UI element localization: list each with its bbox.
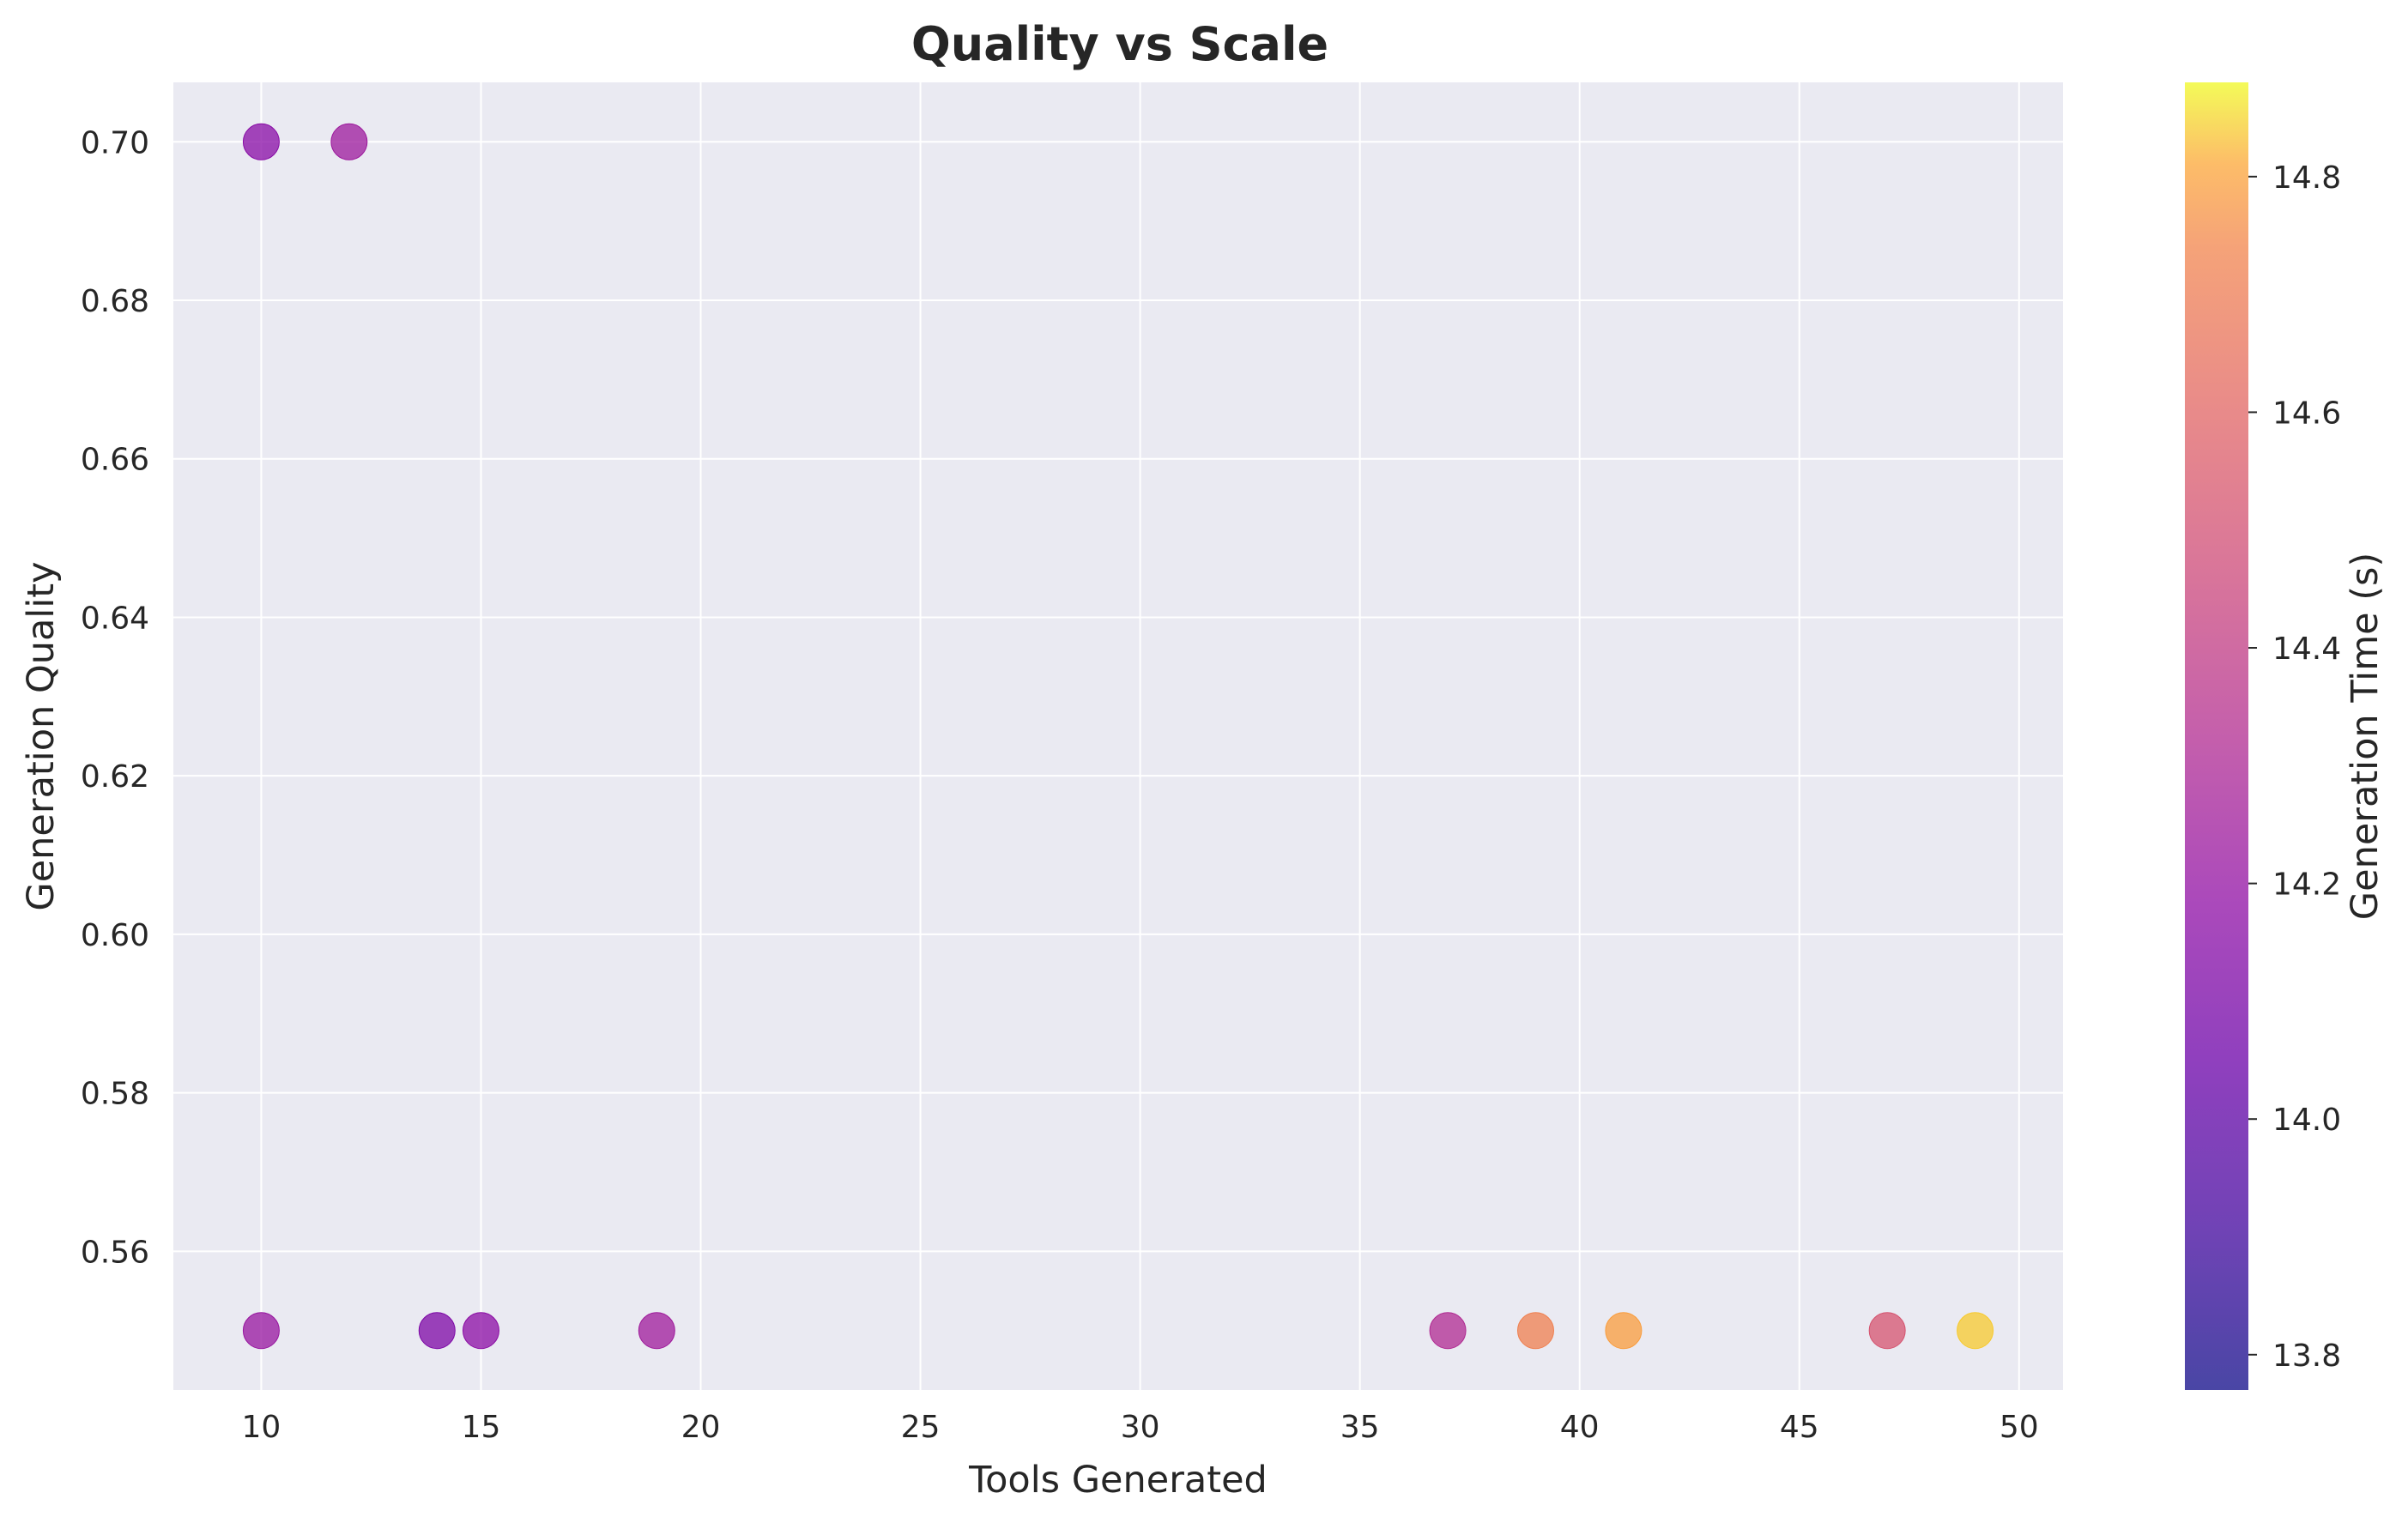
colorbar-tick-label: 14.8 [2272, 160, 2341, 196]
colorbar-tick-label: 14.0 [2272, 1103, 2341, 1138]
x-tick-label: 50 [2000, 1410, 2039, 1445]
x-tick-label: 40 [1560, 1410, 1600, 1445]
colorbar-tick-label: 13.8 [2272, 1339, 2341, 1374]
colorbar [2185, 82, 2248, 1390]
x-axis-ticks: 10 15 20 25 30 35 40 45 50 [242, 1410, 2039, 1445]
x-tick-label: 15 [462, 1410, 501, 1445]
colorbar-tick-label: 14.2 [2272, 867, 2341, 903]
scatter-point [242, 123, 280, 160]
x-tick-label: 45 [1780, 1410, 1819, 1445]
y-tick-label: 0.56 [81, 1235, 149, 1270]
colorbar-label: Generation Time (s) [2344, 553, 2387, 920]
x-tick-label: 10 [242, 1410, 281, 1445]
scatter-point [1516, 1312, 1554, 1350]
y-tick-label: 0.62 [81, 759, 149, 795]
chart-title: Quality vs Scale [911, 17, 1328, 71]
colorbar-tick-label: 14.6 [2272, 396, 2341, 431]
y-tick-label: 0.58 [81, 1077, 149, 1112]
scatter-point [1605, 1312, 1643, 1350]
x-tick-label: 30 [1121, 1410, 1160, 1445]
scatter-point [1429, 1312, 1467, 1350]
plot-area [173, 82, 2063, 1390]
gridlines [173, 82, 2063, 1390]
y-tick-label: 0.64 [81, 601, 149, 636]
data-points [242, 123, 1994, 1350]
x-tick-label: 25 [901, 1410, 941, 1445]
scatter-point [638, 1312, 675, 1350]
scatter-point [462, 1312, 499, 1350]
x-axis-label: Tools Generated [968, 1459, 1268, 1502]
x-tick-label: 20 [681, 1410, 721, 1445]
scatter-point [1868, 1312, 1906, 1350]
y-tick-label: 0.68 [81, 284, 149, 319]
scatter-point [418, 1312, 456, 1350]
y-axis-label: Generation Quality [20, 561, 63, 910]
y-tick-label: 0.66 [81, 443, 149, 478]
scatter-point [242, 1312, 280, 1350]
x-tick-label: 35 [1340, 1410, 1380, 1445]
y-tick-label: 0.70 [81, 125, 149, 160]
y-axis-ticks: 0.56 0.58 0.60 0.62 0.64 0.66 0.68 0.70 [81, 125, 149, 1270]
colorbar-ticks: 13.8 14.0 14.2 14.4 14.6 14.8 [2248, 160, 2341, 1374]
y-tick-label: 0.60 [81, 918, 149, 953]
scatter-point [330, 123, 368, 160]
scatter-point [1957, 1312, 1994, 1350]
colorbar-tick-label: 14.4 [2272, 632, 2341, 667]
